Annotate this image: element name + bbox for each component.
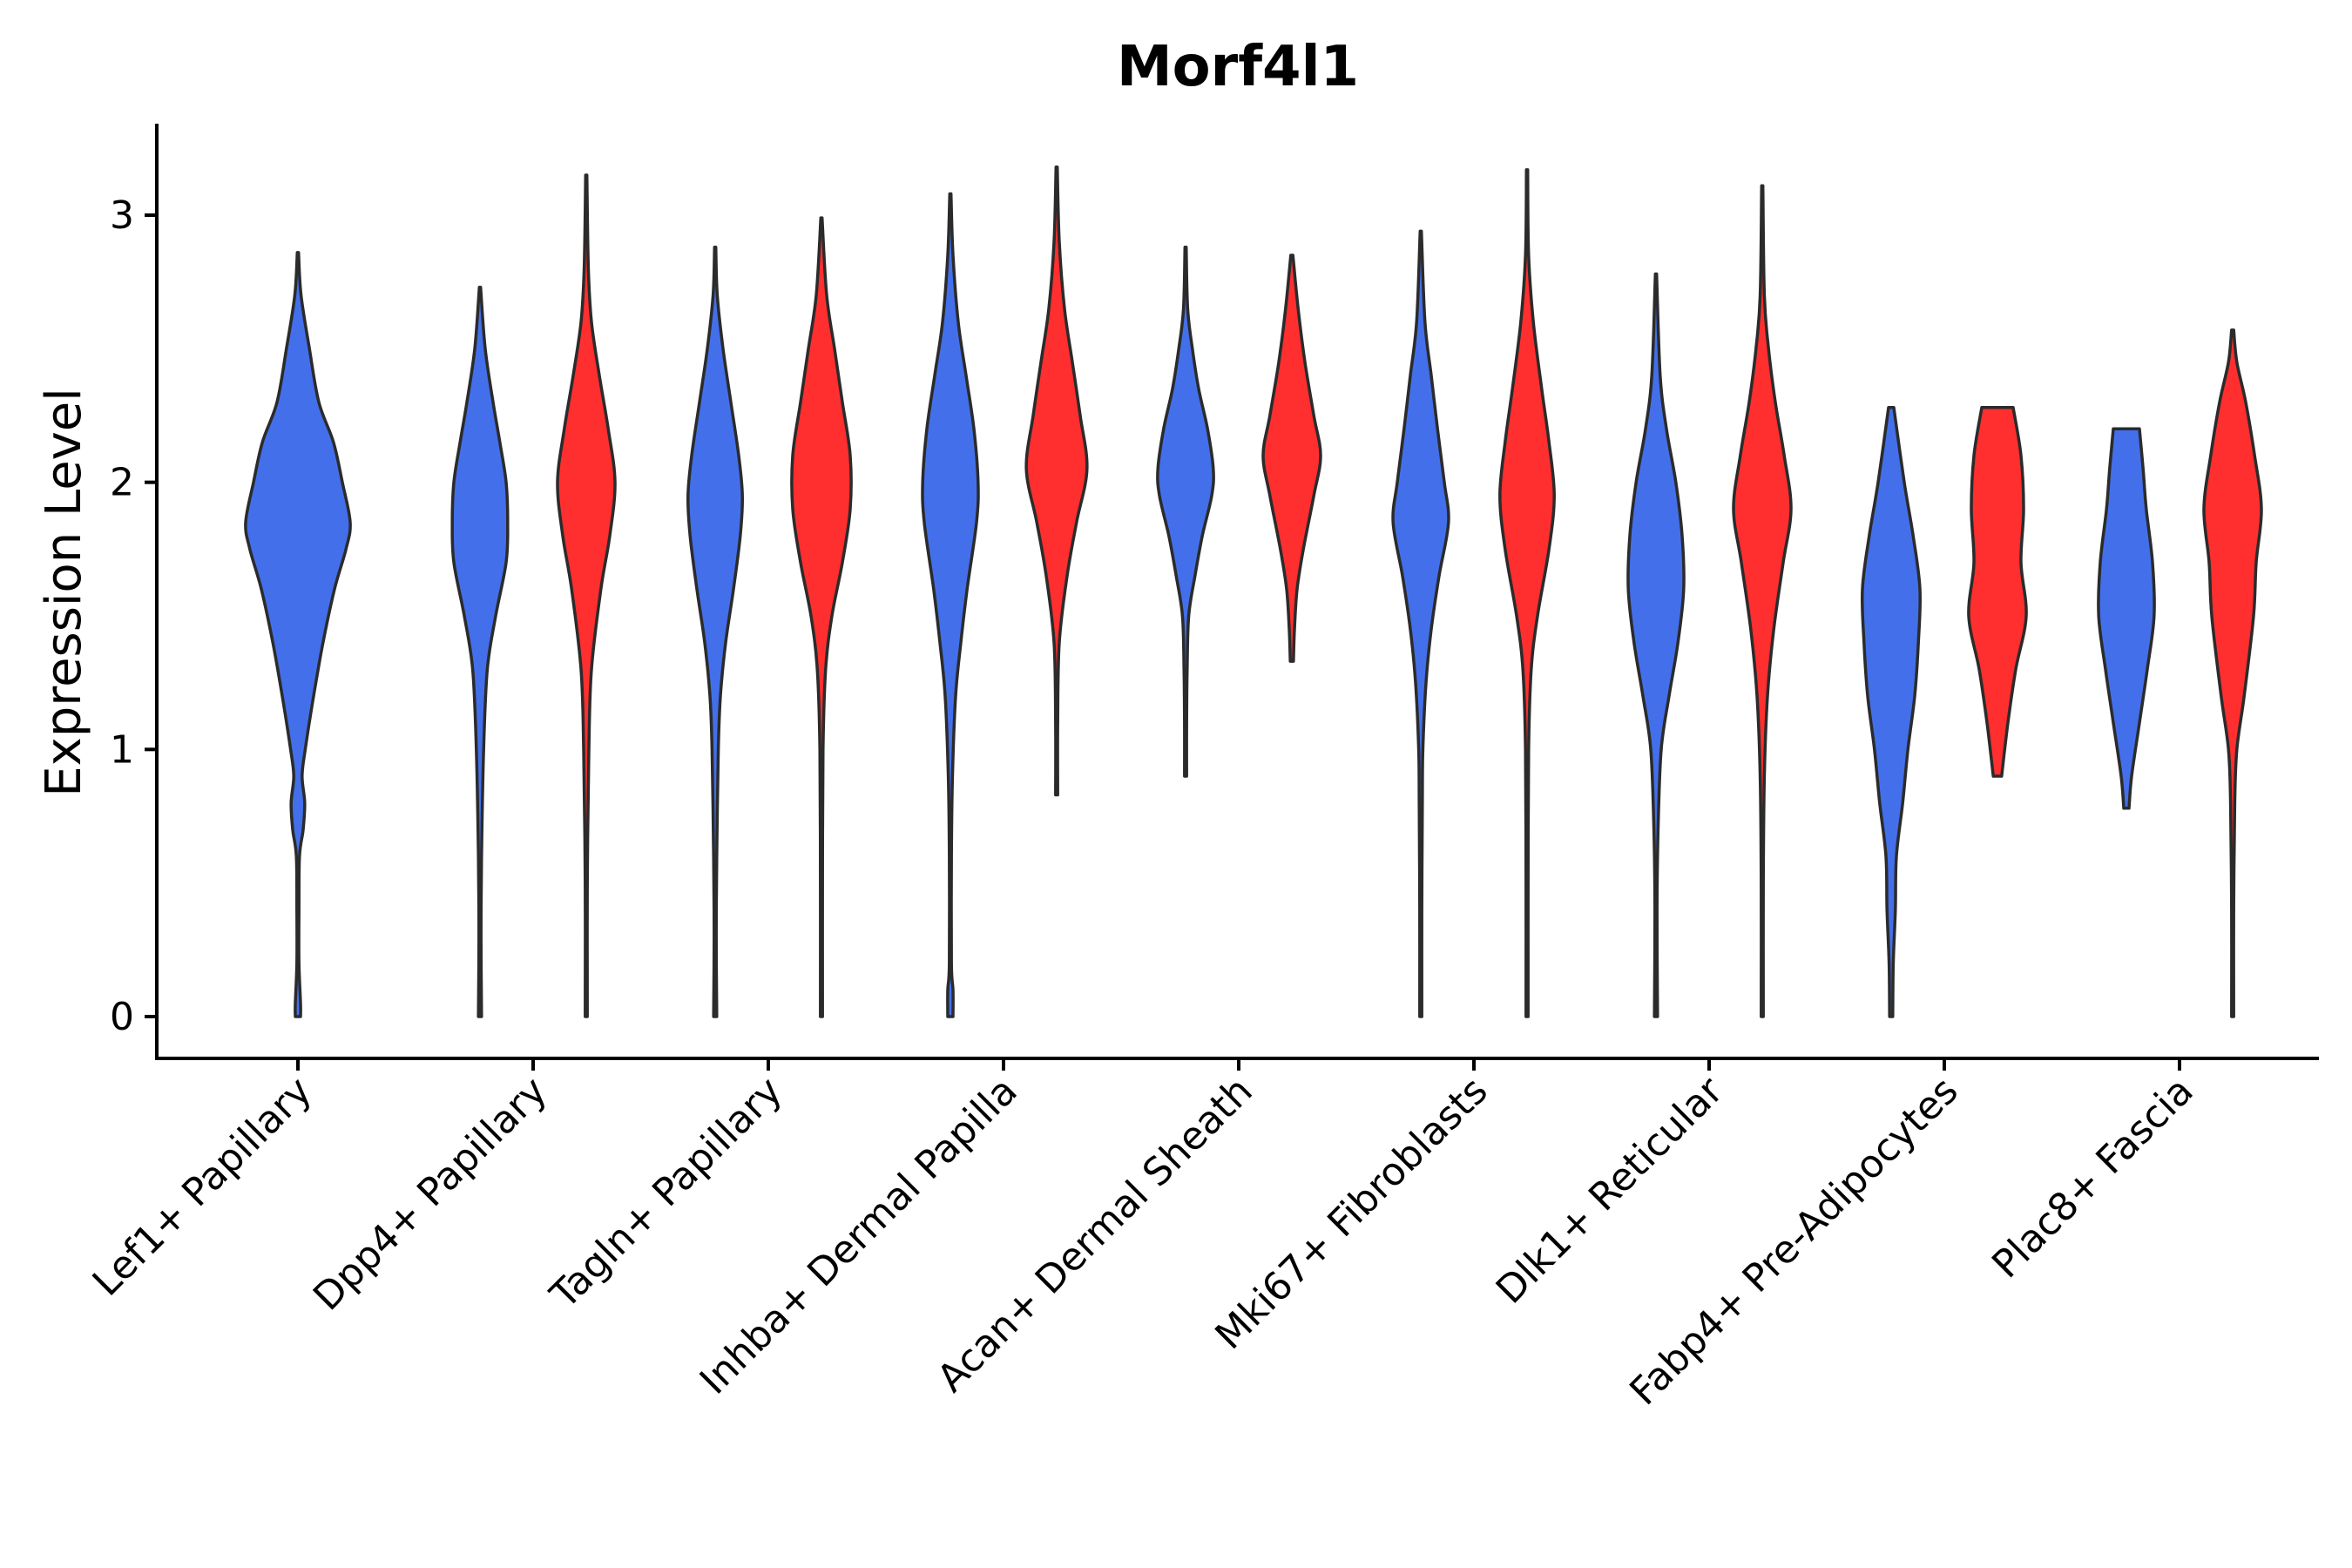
x-tick-label-lef1-papillary: Lef1+ Papillary [84,1069,321,1305]
violin-group-2-dlk1-reticular [1732,184,1793,1018]
violin-group-2-dpp4-papillary [556,173,617,1018]
violin-group-1-mki67-fibroblasts [1391,229,1450,1018]
x-tick-label-tagln-papillary: Tagln+ Papillary [542,1069,791,1318]
x-tick-label-dlk1-reticular: Dlk1+ Reticular [1488,1068,1733,1313]
violin-group-2-tagln-papillary [790,216,853,1018]
y-tick-label-0: 0 [110,995,134,1039]
x-tick-label-plac8-fascia: Plac8+ Fascia [1984,1069,2202,1288]
x-tick-label-dpp4-papillary: Dpp4+ Papillary [305,1069,556,1320]
violin-group-2-acan-dermal-sheath [1261,253,1322,663]
violin-group-1-fabp4-pre-adipocytes [1860,406,1923,1018]
violin-group-2-inhba-dermal-papilla [1024,166,1089,797]
chart-title: Morf4l1 [1117,35,1359,99]
violins-layer [244,166,2263,1018]
y-axis-label: Expression Level [36,388,92,797]
violin-group-1-dpp4-papillary [450,286,510,1018]
y-tick-label-1: 1 [110,727,134,772]
violin-group-1-tagln-papillary [686,246,745,1018]
violin-group-1-dlk1-reticular [1626,272,1686,1018]
violin-group-2-fabp4-pre-adipocytes [1967,406,2028,778]
violin-group-1-acan-dermal-sheath [1156,246,1215,778]
violin-group-1-inhba-dermal-papilla [921,192,980,1018]
violin-group-2-plac8-fascia [2202,328,2263,1018]
y-tick-label-3: 3 [110,193,134,238]
violin-group-1-plac8-fascia [2097,427,2156,810]
x-tick-label-mki67-fibroblasts: Mki67+ Fibroblasts [1206,1069,1496,1358]
violin-group-2-mki67-fibroblasts [1498,168,1556,1018]
y-tick-label-2: 2 [110,461,134,505]
violin-group-1-lef1-papillary [244,251,352,1018]
